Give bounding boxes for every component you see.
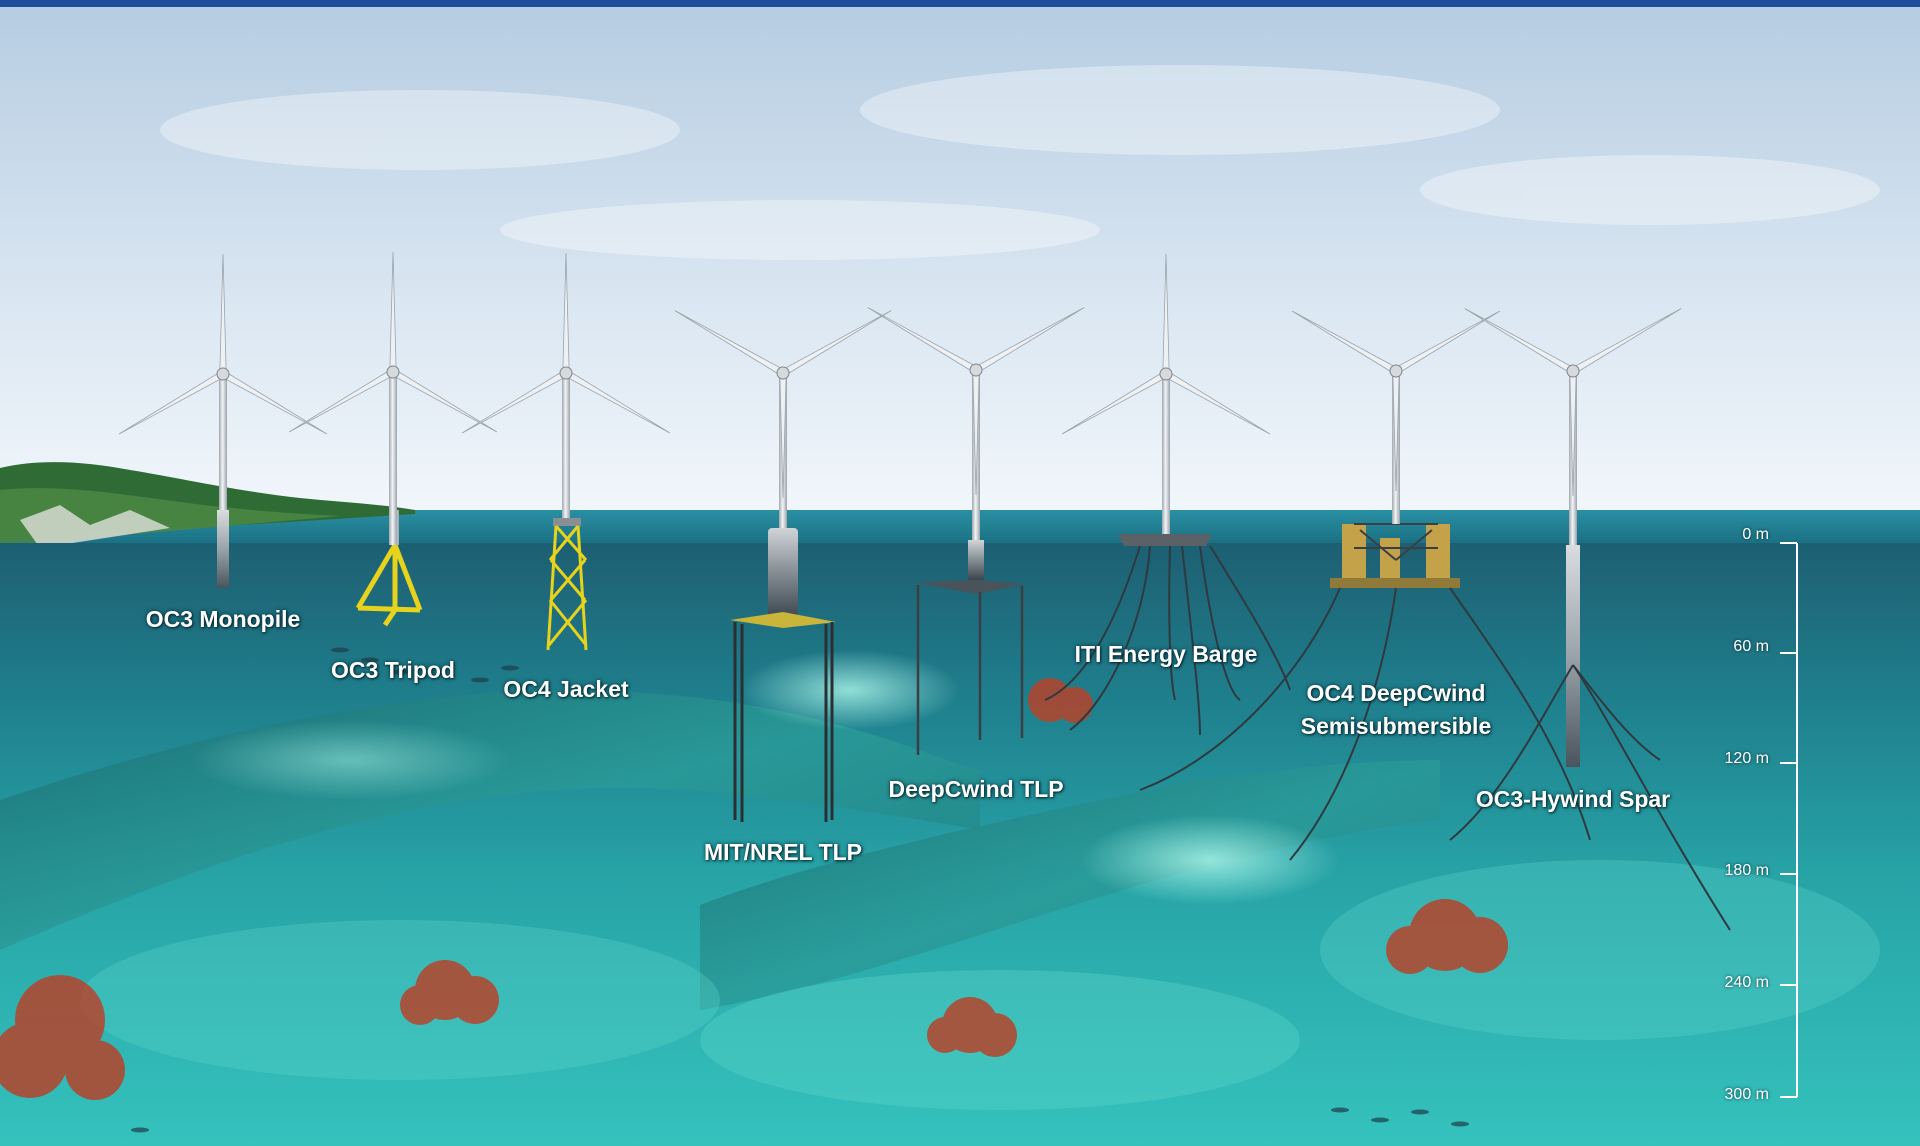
foundation-monopile	[217, 510, 229, 588]
turbine-tower	[389, 372, 397, 545]
turbine-hub	[1566, 364, 1580, 378]
foundation-semisubmersible	[1139, 523, 1591, 861]
turbine-7	[1291, 310, 1501, 524]
turbine-hub	[1159, 367, 1173, 381]
coral-5	[1028, 678, 1093, 723]
turbine-tower	[1162, 374, 1170, 534]
coral-4	[1386, 899, 1508, 974]
coral-2	[400, 960, 499, 1025]
turbine-1	[118, 253, 328, 510]
depth-tick-60: 60 m	[1733, 638, 1769, 655]
depth-tick-120: 120 m	[1724, 750, 1769, 767]
label-oc3-tripod: OC3 Tripod	[331, 657, 455, 683]
depth-tick-180: 180 m	[1724, 862, 1769, 879]
turbine-3	[461, 252, 671, 518]
depth-tick-0: 0 m	[1742, 526, 1769, 543]
turbine-tower	[219, 374, 227, 510]
clouds	[160, 65, 1880, 260]
depth-scale	[1780, 542, 1798, 1098]
label-iti-energy-barge: ITI Energy Barge	[1074, 641, 1258, 667]
corals	[0, 678, 1508, 1100]
turbine-hub	[559, 366, 573, 380]
label-line-1: OC4 DeepCwind	[1306, 680, 1486, 706]
coral-3	[927, 997, 1017, 1057]
turbine-hub	[776, 366, 790, 380]
foundation-barge	[1044, 534, 1291, 736]
label-oc4-deepcwind-semisubmersible: OC4 DeepCwind Semisubmersible	[1301, 677, 1491, 743]
turbine-4	[674, 310, 892, 528]
foundation-tlp-deepcwind	[915, 540, 1025, 755]
foundation-jacket	[546, 518, 588, 651]
foundation-spar	[1449, 545, 1731, 931]
turbine-hub	[969, 363, 983, 377]
label-deepcwind-tlp: DeepCwind TLP	[888, 776, 1064, 802]
foundation-tlp-mit	[730, 528, 836, 822]
label-oc4-jacket: OC4 Jacket	[503, 676, 629, 702]
turbine-hub	[1389, 364, 1403, 378]
turbine-hub	[386, 365, 400, 379]
turbine-tower	[562, 373, 570, 518]
label-mit-nrel-tlp: MIT/NREL TLP	[703, 839, 863, 865]
turbine-2	[288, 251, 498, 545]
fish	[131, 647, 1469, 1133]
turbine-8	[1464, 308, 1682, 545]
depth-tick-240: 240 m	[1724, 974, 1769, 991]
depth-tick-300: 300 m	[1724, 1086, 1769, 1103]
sky	[0, 7, 1920, 510]
turbine-6	[1061, 253, 1271, 534]
turbine-hub	[216, 367, 230, 381]
turbines-group	[118, 251, 1682, 545]
coral-1	[0, 975, 125, 1100]
label-oc3-monopile: OC3 Monopile	[145, 606, 301, 632]
label-line-2: Semisubmersible	[1300, 713, 1492, 739]
top-rule	[0, 0, 1920, 7]
label-oc3-hywind-spar: OC3-Hywind Spar	[1475, 786, 1671, 812]
foundation-tripod	[355, 543, 423, 627]
turbine-5	[867, 307, 1085, 540]
